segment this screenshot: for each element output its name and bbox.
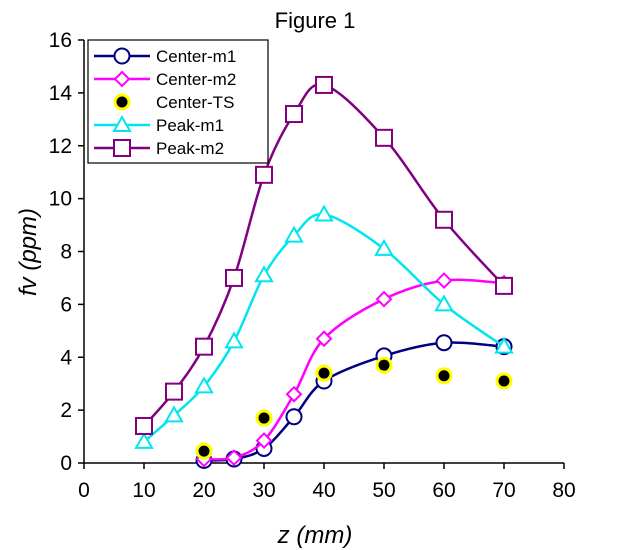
data-point-peak-m2	[195, 337, 213, 356]
series-peak-m1	[134, 204, 514, 449]
series-line-center-m1	[203, 341, 505, 462]
x-tick-label: 70	[492, 479, 515, 502]
data-point-peak-m1	[194, 376, 214, 394]
data-point-peak-m1	[374, 238, 394, 256]
legend-item-peak-m1: Peak-m1	[94, 114, 224, 135]
data-point-center-m1	[435, 334, 453, 352]
legend-marker	[113, 47, 131, 65]
x-tick-label: 20	[192, 479, 215, 502]
plot-area	[134, 75, 514, 469]
legend: Center-m1 Center-m2 Center-TS Peak-m1 Peak-m…	[87, 39, 269, 164]
series-center-ts	[195, 356, 513, 460]
legend-marker	[113, 93, 131, 111]
data-point-peak-m2	[495, 276, 513, 295]
legend-item-center-m1: Center-m1	[94, 47, 236, 66]
data-point-peak-m2	[165, 382, 183, 401]
legend-label: Peak-m1	[156, 116, 224, 135]
legend-marker	[113, 70, 131, 88]
series-center-m1	[195, 334, 513, 469]
data-point-center-m2	[225, 449, 243, 467]
series-peak-m2	[135, 75, 513, 435]
data-point-peak-m1	[434, 294, 454, 312]
legend-label: Center-TS	[156, 93, 234, 112]
data-point-peak-m2	[225, 268, 243, 287]
data-point-peak-m2	[435, 210, 453, 229]
legend-label: Center-m1	[156, 47, 236, 66]
data-point-center-ts	[435, 367, 453, 385]
data-point-center-m1	[285, 408, 303, 426]
data-point-peak-m2	[375, 128, 393, 147]
x-axis-title: z (mm)	[277, 522, 353, 549]
y-tick-label: 0	[60, 452, 72, 475]
data-point-peak-m2	[135, 416, 153, 435]
y-tick-label: 2	[60, 399, 72, 422]
x-tick-label: 50	[372, 479, 395, 502]
x-tick-label: 40	[312, 479, 335, 502]
data-point-peak-m1	[494, 336, 514, 354]
y-tick-label: 12	[49, 135, 72, 158]
legend-item-center-ts: Center-TS	[113, 93, 234, 112]
y-tick-label: 16	[49, 29, 72, 52]
data-point-peak-m1	[284, 225, 304, 243]
data-point-center-ts	[195, 442, 213, 460]
data-point-center-ts	[255, 409, 273, 427]
y-tick-label: 8	[60, 241, 72, 264]
data-point-center-m2	[375, 290, 393, 308]
series-line-peak-m1	[143, 213, 505, 443]
legend-item-center-m2: Center-m2	[94, 70, 236, 89]
x-tick-label: 10	[132, 479, 155, 502]
data-point-peak-m2	[285, 105, 303, 124]
data-point-center-ts	[495, 372, 513, 390]
series-line-peak-m2	[143, 83, 505, 427]
data-point-peak-m1	[224, 331, 244, 349]
x-tick-label: 0	[78, 479, 90, 502]
data-point-center-m2	[285, 385, 303, 403]
axes: 0 2 4 6 8 10 12 14 16 0 10 20 30 40 50 60 70 80	[49, 29, 576, 502]
y-tick-label: 14	[49, 82, 73, 105]
x-tick-label: 60	[432, 479, 455, 502]
data-point-peak-m1	[164, 405, 184, 423]
legend-item-peak-m2: Peak-m2	[94, 139, 224, 158]
legend-label: Peak-m2	[156, 139, 224, 158]
data-point-peak-m1	[254, 265, 274, 283]
x-tick-label: 30	[252, 479, 275, 502]
data-point-peak-m1	[134, 431, 154, 449]
y-axis-title: fv (ppm)	[15, 208, 42, 296]
data-point-peak-m2	[255, 165, 273, 184]
data-point-center-ts	[375, 356, 393, 374]
y-tick-label: 6	[60, 293, 72, 316]
y-tick-label: 4	[60, 346, 72, 369]
data-point-center-m2	[255, 432, 273, 449]
data-point-center-ts	[315, 364, 333, 382]
data-point-center-m2	[435, 272, 453, 289]
legend-marker	[113, 139, 131, 157]
data-point-peak-m1	[314, 204, 334, 222]
chart-title: Figure 1	[275, 8, 356, 33]
x-tick-label: 80	[552, 479, 575, 502]
series-center-m2	[195, 272, 513, 468]
y-tick-label: 10	[49, 188, 72, 211]
data-point-center-m2	[315, 330, 333, 348]
data-point-peak-m2	[315, 75, 333, 94]
legend-label: Center-m2	[156, 70, 236, 89]
legend-marker	[112, 114, 132, 132]
